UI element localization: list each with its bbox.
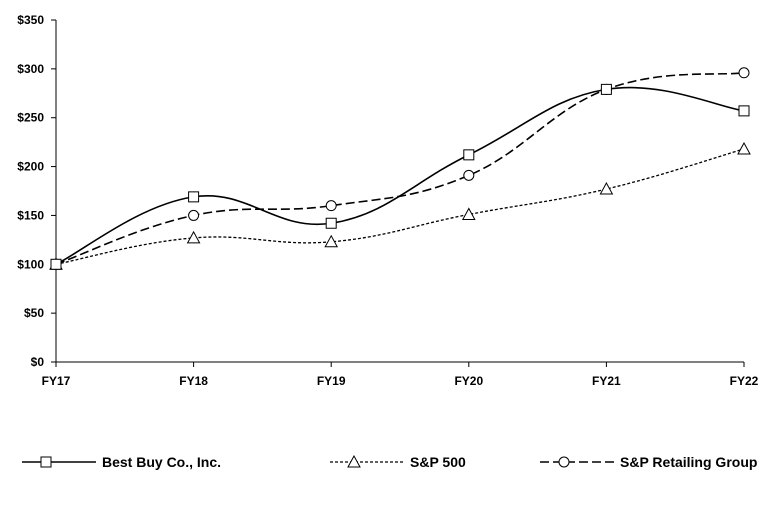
series-lines (55, 71, 745, 266)
y-tick-label: $50 (24, 306, 44, 320)
data-point-triangle (186, 230, 201, 244)
data-point-square (188, 191, 200, 203)
y-tick-label: $350 (17, 13, 44, 27)
y-tick-label: $150 (17, 208, 44, 222)
data-point-circle (738, 67, 750, 79)
x-tick-label: FY17 (42, 374, 71, 388)
data-point-triangle (324, 234, 339, 248)
data-point-triangle (599, 182, 614, 195)
data-point-triangle (461, 207, 476, 220)
x-tick-label: FY22 (730, 374, 759, 388)
data-point-square (325, 217, 337, 229)
y-tick-label: $300 (17, 62, 44, 76)
x-tick-label: FY21 (592, 374, 621, 388)
series-line-triangle (55, 148, 745, 265)
series-markers (49, 67, 751, 270)
legend-marker-circle (558, 456, 570, 468)
y-tick-label: $0 (31, 355, 45, 369)
legend-label: S&P 500 (410, 454, 466, 470)
y-tick-label: $200 (17, 160, 44, 174)
data-point-square (463, 149, 475, 161)
data-point-square (50, 258, 62, 270)
data-point-circle (325, 200, 337, 212)
legend: Best Buy Co., Inc. S&P 500 S&P Retailing G… (22, 454, 757, 470)
y-tick-label: $250 (17, 111, 44, 125)
data-point-circle (463, 169, 475, 181)
data-point-circle (188, 209, 200, 221)
data-point-triangle (737, 141, 751, 155)
legend-marker-triangle (347, 454, 361, 468)
x-tick-label: FY18 (179, 374, 208, 388)
data-point-square (738, 105, 750, 117)
tick-labels: $0 $50 $100 $150 $200 $250 $300 $350 FY17 FY18 FY1… (17, 13, 758, 388)
data-point-square (600, 83, 612, 95)
x-tick-label: FY19 (317, 374, 346, 388)
chart-axes (51, 19, 745, 367)
series-line-circle (55, 71, 745, 266)
x-tick-label: FY20 (454, 374, 483, 388)
y-tick-label: $100 (17, 257, 44, 271)
series-line-square (55, 86, 745, 266)
legend-label: Best Buy Co., Inc. (102, 454, 221, 470)
legend-marker-square (40, 456, 52, 468)
legend-label: S&P Retailing Group (620, 454, 757, 470)
